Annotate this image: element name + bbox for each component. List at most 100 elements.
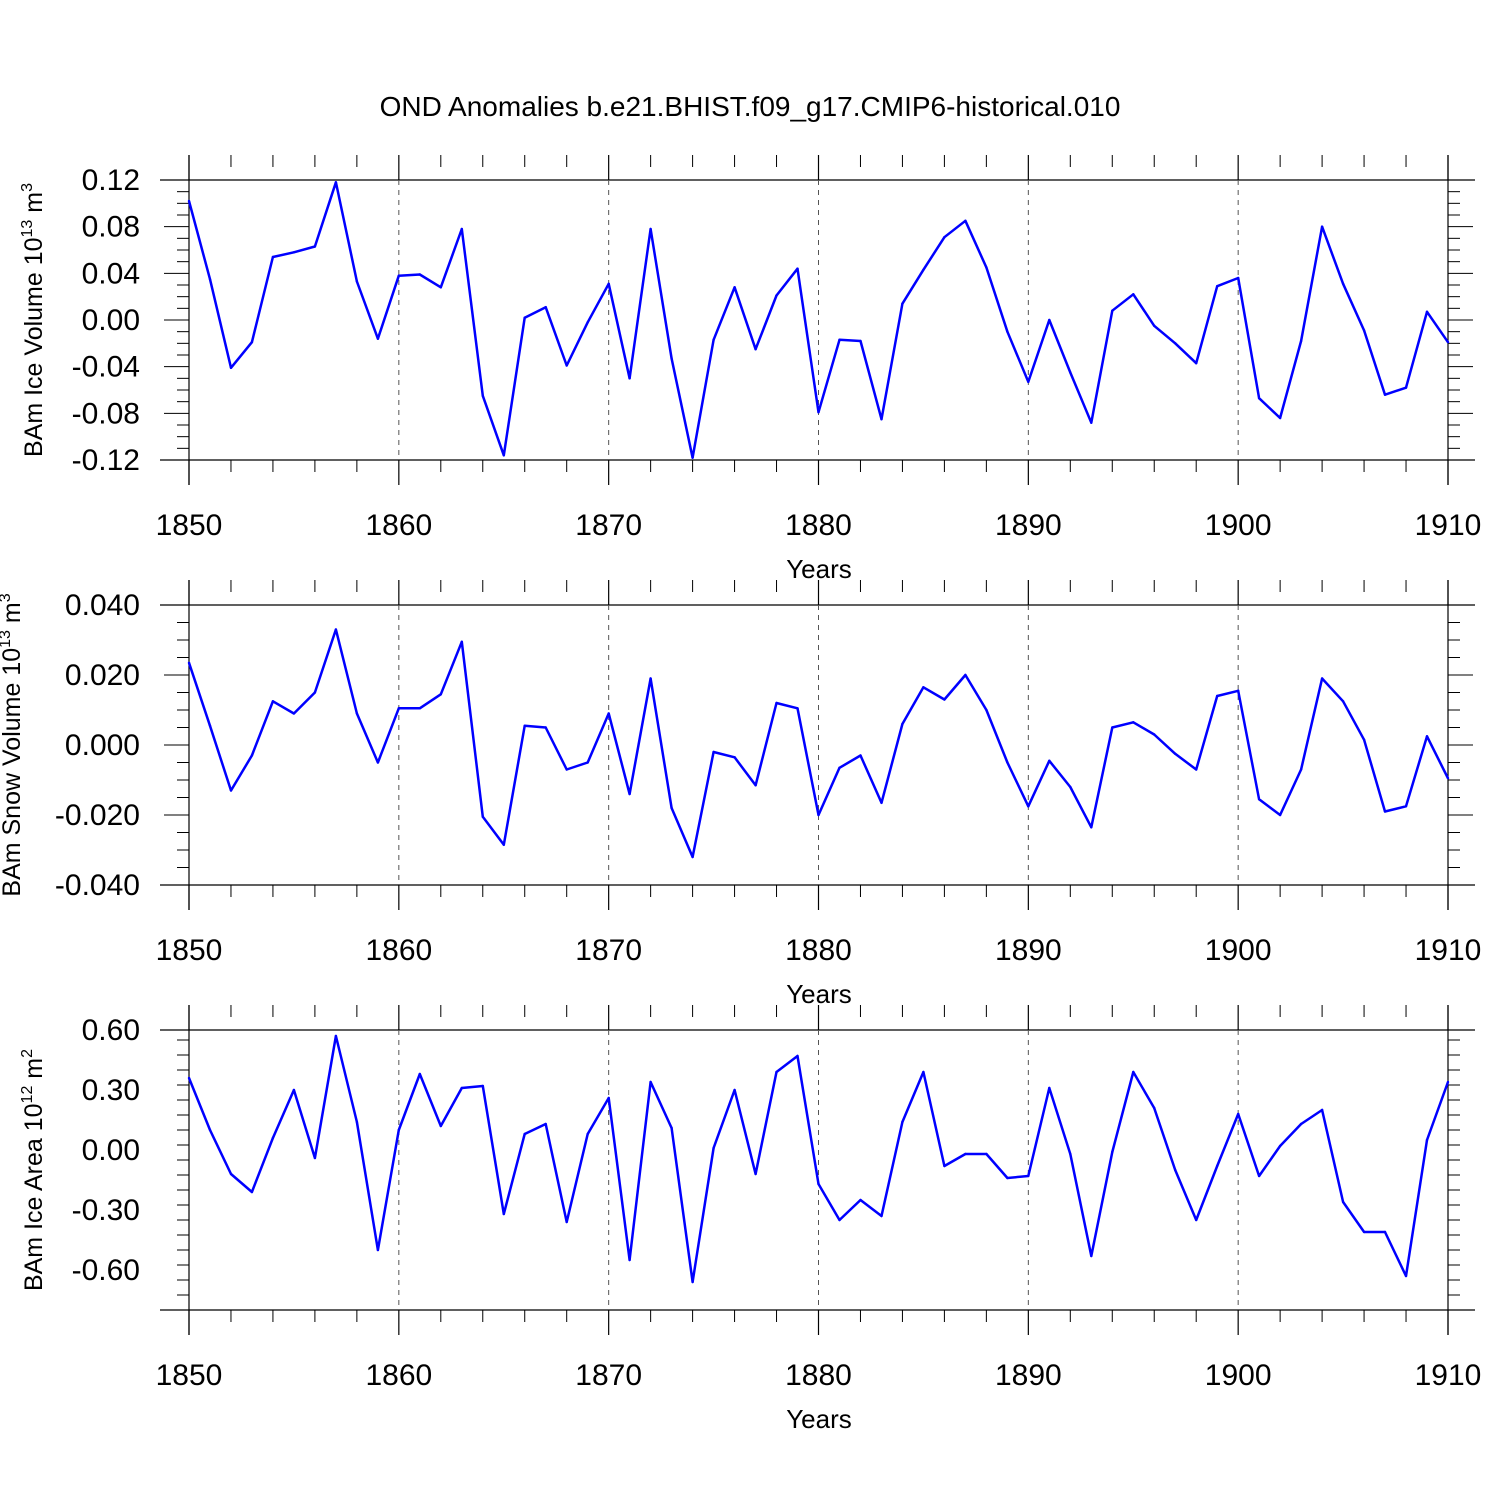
data-point xyxy=(1320,225,1324,228)
x-tick-label: 1910 xyxy=(1415,509,1482,542)
data-point xyxy=(712,338,715,341)
data-point xyxy=(1237,276,1240,280)
data-point xyxy=(628,792,631,796)
data-point xyxy=(1153,733,1156,736)
data-point xyxy=(439,286,442,289)
data-point xyxy=(502,1212,505,1216)
data-point xyxy=(1090,421,1093,424)
data-point xyxy=(1299,768,1303,771)
data-point xyxy=(1278,416,1282,420)
data-point xyxy=(691,1280,694,1284)
data-point xyxy=(649,1080,652,1084)
x-tick-label: 1870 xyxy=(575,934,642,967)
data-point xyxy=(691,456,694,459)
data-point xyxy=(523,316,526,319)
y-tick-label: 0.00 xyxy=(82,1134,140,1167)
data-point xyxy=(838,766,841,769)
x-tick-label: 1900 xyxy=(1205,934,1272,967)
data-point xyxy=(1237,1112,1240,1116)
y-tick-label: 0.000 xyxy=(65,729,140,762)
data-point xyxy=(628,1258,631,1262)
data-point xyxy=(1111,1150,1114,1154)
data-point xyxy=(586,761,589,764)
data-point xyxy=(208,724,212,727)
data-point xyxy=(1404,805,1408,808)
y-tick-label: 0.040 xyxy=(65,589,140,622)
data-point xyxy=(607,712,610,715)
data-point xyxy=(670,357,673,360)
data-point xyxy=(1174,342,1177,345)
data-point xyxy=(1362,1230,1366,1234)
data-point xyxy=(1404,386,1408,389)
data-point xyxy=(943,1164,946,1168)
data-point xyxy=(1027,805,1030,808)
y-axis-title: BAm Ice Volume 1013 m3 xyxy=(19,183,48,457)
data-point xyxy=(964,1152,967,1156)
data-point xyxy=(502,454,505,457)
data-point xyxy=(670,806,673,810)
data-point xyxy=(250,341,254,344)
x-axis-title: Years xyxy=(786,554,852,584)
data-point xyxy=(1006,761,1009,764)
data-point xyxy=(565,364,568,367)
data-point xyxy=(838,1218,841,1222)
data-point xyxy=(187,661,191,664)
data-point xyxy=(1216,1164,1219,1168)
data-point xyxy=(796,1054,799,1058)
data-point xyxy=(1048,318,1051,322)
data-point xyxy=(460,640,463,643)
data-point xyxy=(901,302,904,305)
data-point xyxy=(1425,310,1429,313)
data-point xyxy=(397,274,400,277)
x-tick-label: 1900 xyxy=(1205,1359,1272,1392)
data-point xyxy=(775,294,778,297)
x-tick-label: 1890 xyxy=(995,509,1062,542)
data-point xyxy=(1383,393,1387,396)
data-point xyxy=(1383,810,1387,813)
data-point xyxy=(544,1122,547,1126)
data-point xyxy=(1425,735,1429,738)
data-point xyxy=(586,1132,589,1136)
data-point xyxy=(313,691,317,694)
data-point xyxy=(1257,1174,1261,1178)
data-point xyxy=(250,1190,254,1194)
data-point xyxy=(859,754,862,757)
data-point xyxy=(502,843,505,846)
data-point xyxy=(1362,329,1366,332)
data-point xyxy=(418,1072,421,1076)
data-point xyxy=(523,1132,526,1136)
data-point xyxy=(355,1120,359,1124)
data-point xyxy=(313,1156,317,1160)
panel-1: 1850 1860 1870 1880 1890 1900 1910 -0.12 -0.08 -0… xyxy=(19,155,1481,584)
data-point xyxy=(964,673,967,677)
data-point xyxy=(565,768,568,771)
data-point xyxy=(271,700,275,703)
data-point xyxy=(838,338,841,341)
data-point xyxy=(880,418,883,421)
data-point xyxy=(1006,330,1009,333)
data-point xyxy=(397,1128,400,1132)
y-tick-label: -0.040 xyxy=(55,869,140,902)
data-point xyxy=(796,267,799,270)
data-point xyxy=(817,411,820,414)
data-point xyxy=(397,707,400,710)
y-tick-label: 0.00 xyxy=(82,304,140,337)
data-point xyxy=(817,1182,820,1186)
data-point xyxy=(733,756,736,759)
data-point xyxy=(334,1034,338,1038)
data-point xyxy=(607,1096,610,1100)
data-point xyxy=(1404,1274,1408,1278)
x-tick-label: 1880 xyxy=(785,934,852,967)
data-point xyxy=(1153,324,1156,327)
data-point xyxy=(481,394,484,397)
y-tick-label: 0.12 xyxy=(82,164,140,197)
data-point xyxy=(1341,1200,1345,1204)
data-point xyxy=(1195,768,1198,771)
data-point xyxy=(292,1088,296,1092)
data-point xyxy=(1278,1144,1282,1148)
data-point xyxy=(754,784,757,787)
y-tick-label: -0.020 xyxy=(55,799,140,832)
data-point xyxy=(1048,1086,1051,1090)
data-point xyxy=(355,280,359,283)
data-point xyxy=(880,801,883,804)
